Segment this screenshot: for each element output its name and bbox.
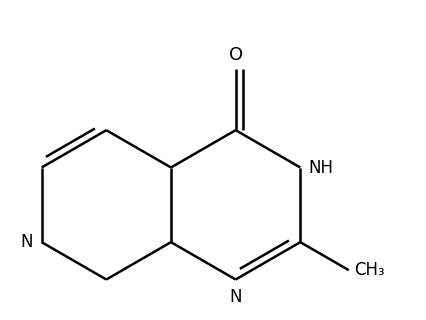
Text: CH₃: CH₃ <box>354 261 385 279</box>
Text: O: O <box>229 46 243 64</box>
Text: NH: NH <box>309 158 334 177</box>
Text: N: N <box>229 288 242 306</box>
Text: N: N <box>20 233 33 251</box>
